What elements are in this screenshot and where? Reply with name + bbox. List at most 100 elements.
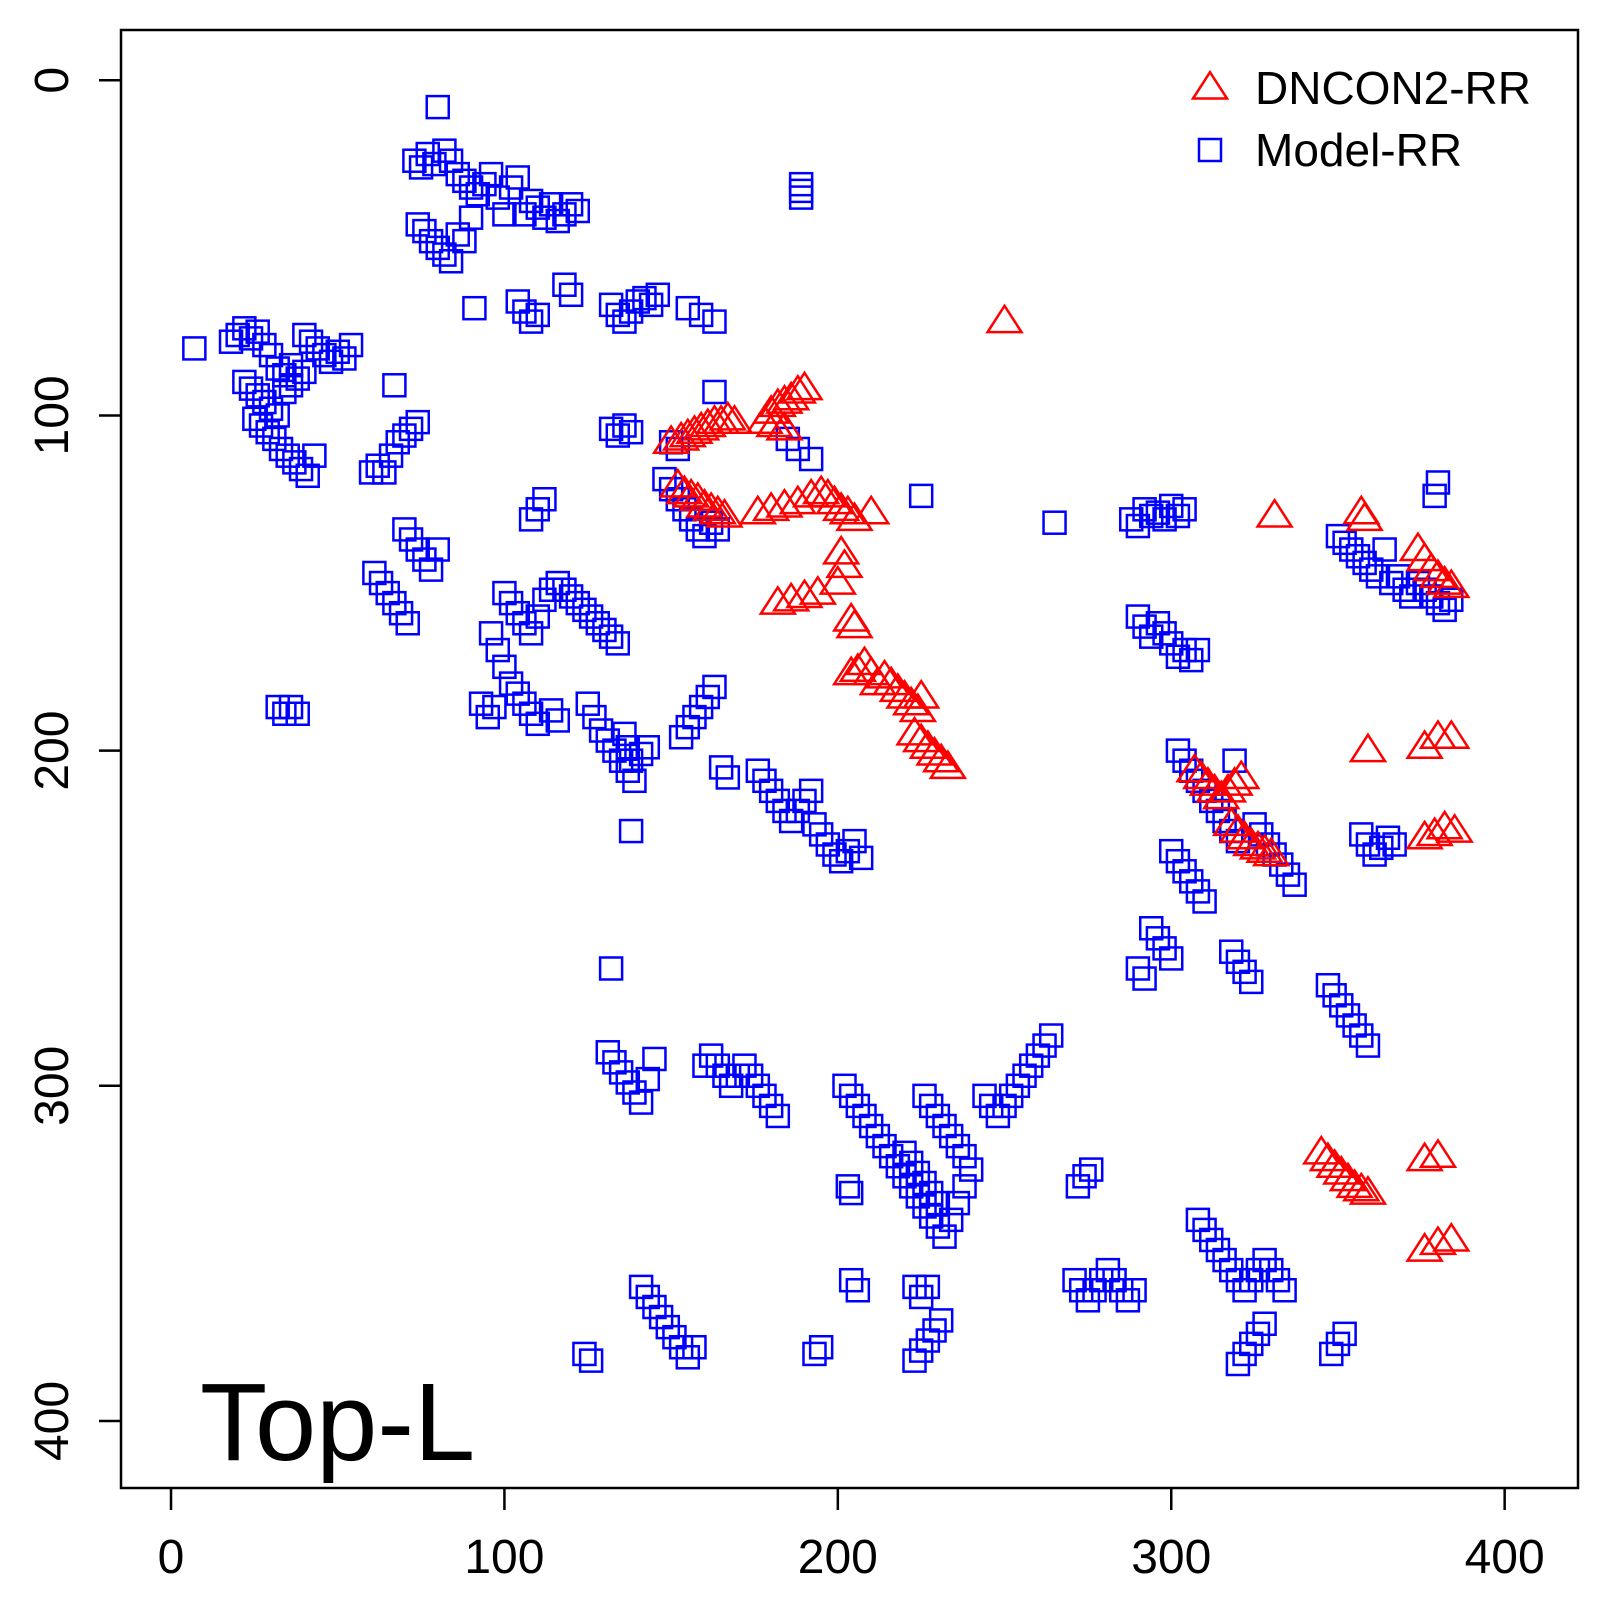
dncon2-rr-point bbox=[828, 494, 868, 525]
model-rr-point bbox=[1352, 550, 1377, 576]
model-rr-point bbox=[382, 373, 407, 398]
dncon2-rr-point bbox=[801, 474, 841, 505]
dncon2-rr-point bbox=[785, 578, 824, 609]
model-rr-point bbox=[1392, 577, 1417, 602]
legend: DNCON2-RR Model-RR bbox=[1190, 62, 1531, 176]
model-rr-point bbox=[285, 701, 310, 727]
model-rr-point bbox=[302, 443, 327, 468]
x-tick-label: 100 bbox=[464, 1531, 544, 1584]
dncon2-rr-point bbox=[708, 400, 748, 431]
model-rr-point bbox=[295, 463, 320, 489]
dncon2-rr-point bbox=[878, 672, 918, 703]
model-rr-point bbox=[808, 1334, 834, 1360]
model-rr-point bbox=[1282, 872, 1307, 897]
dncon2-rr-point bbox=[1418, 1138, 1458, 1168]
model-rr-point bbox=[255, 419, 280, 445]
model-rr-point bbox=[618, 748, 644, 773]
model-rr-point bbox=[838, 1180, 864, 1206]
model-rr-point bbox=[702, 309, 727, 334]
model-rr-point bbox=[1412, 577, 1437, 602]
model-rr-point bbox=[705, 517, 731, 542]
model-rr-point bbox=[238, 376, 264, 401]
dncon2-rr-point bbox=[1321, 1154, 1361, 1185]
dncon2-rr-point bbox=[765, 410, 804, 441]
model-rr-point bbox=[625, 289, 651, 314]
dncon2-rr-point bbox=[1412, 551, 1451, 582]
model-rr-point bbox=[532, 205, 557, 230]
model-rr-point bbox=[928, 1308, 954, 1333]
model-rr-point bbox=[512, 202, 537, 227]
y-tick-label: 200 bbox=[26, 711, 79, 791]
dncon2-rr-point bbox=[831, 655, 871, 686]
model-rr-point bbox=[405, 212, 430, 237]
model-rr-point bbox=[1325, 523, 1351, 549]
dncon2-rr-point bbox=[815, 484, 854, 515]
model-rr-point bbox=[518, 188, 544, 214]
model-rr-point bbox=[605, 302, 631, 328]
model-rr-point bbox=[325, 339, 350, 365]
model-rr-point bbox=[278, 694, 304, 720]
model-rr-point bbox=[798, 778, 824, 804]
panel-annotation: Top-L bbox=[200, 1361, 475, 1484]
model-rr-point bbox=[945, 1190, 971, 1216]
model-rr-point bbox=[682, 1334, 707, 1360]
model-rr-point bbox=[462, 295, 487, 321]
legend-label: Model-RR bbox=[1255, 124, 1462, 176]
model-rr-point bbox=[1042, 510, 1067, 535]
model-rr-point bbox=[798, 446, 824, 472]
axes-layer: 0 100 200 300 400 0 100 200 300 400 bbox=[26, 67, 1545, 1584]
model-rr-point bbox=[458, 205, 484, 230]
model-rr-point bbox=[1165, 503, 1191, 529]
model-rr-point bbox=[1382, 832, 1407, 857]
model-rr-point bbox=[1345, 543, 1371, 569]
model-rr-point bbox=[558, 282, 584, 308]
dncon2-rr-point bbox=[1175, 752, 1214, 783]
model-rr-point bbox=[245, 383, 270, 408]
model-rr-point bbox=[598, 956, 624, 981]
model-rr-point bbox=[578, 1348, 604, 1373]
dncon2-rr-point bbox=[1405, 1231, 1444, 1262]
dncon2-rr-point bbox=[778, 373, 818, 404]
model-rr-point bbox=[612, 721, 637, 747]
model-rr-point bbox=[285, 366, 310, 391]
model-rr-point bbox=[628, 1090, 654, 1115]
model-rr-point bbox=[822, 842, 847, 867]
model-rr-point bbox=[1339, 537, 1364, 562]
dncon2-rr-point bbox=[1245, 833, 1284, 863]
model-rr-point bbox=[398, 416, 424, 442]
model-rr-point bbox=[338, 332, 364, 358]
model-rr-point bbox=[642, 1046, 667, 1072]
dncon2-rr-point bbox=[921, 742, 961, 773]
model-rr-point bbox=[358, 460, 384, 485]
model-rr-point bbox=[545, 570, 571, 596]
dncon2-rr-point bbox=[671, 477, 711, 508]
dncon2-rr-point bbox=[785, 370, 824, 401]
series-dncon2-rr bbox=[651, 303, 1474, 1262]
dncon2-rr-point bbox=[1215, 766, 1254, 796]
dncon2-rr-point bbox=[1348, 1174, 1388, 1205]
model-rr-point bbox=[908, 483, 934, 509]
model-rr-point bbox=[632, 285, 657, 311]
model-rr-point bbox=[1422, 483, 1447, 509]
model-rr-point bbox=[622, 768, 647, 794]
dncon2-rr-point bbox=[915, 735, 954, 766]
dncon2-rr-point bbox=[901, 678, 941, 709]
model-rr-point bbox=[925, 1190, 951, 1216]
x-tick-label: 0 bbox=[158, 1531, 185, 1584]
y-tick-label: 0 bbox=[26, 67, 79, 94]
model-rr-point bbox=[715, 765, 741, 790]
model-rr-point bbox=[482, 694, 507, 720]
model-rr-point bbox=[582, 704, 607, 730]
model-rr-point bbox=[525, 711, 551, 737]
model-rr-point bbox=[445, 161, 470, 187]
model-rr-point bbox=[932, 1224, 957, 1249]
model-rr-point bbox=[505, 165, 531, 190]
model-rr-point bbox=[298, 329, 324, 354]
model-rr-point bbox=[1425, 470, 1451, 495]
model-rr-point bbox=[848, 845, 874, 871]
dncon2-rr-point bbox=[1435, 812, 1474, 843]
dncon2-rr-point bbox=[1328, 1161, 1368, 1192]
dncon2-rr-point bbox=[755, 407, 794, 438]
model-rr-point bbox=[312, 342, 337, 368]
